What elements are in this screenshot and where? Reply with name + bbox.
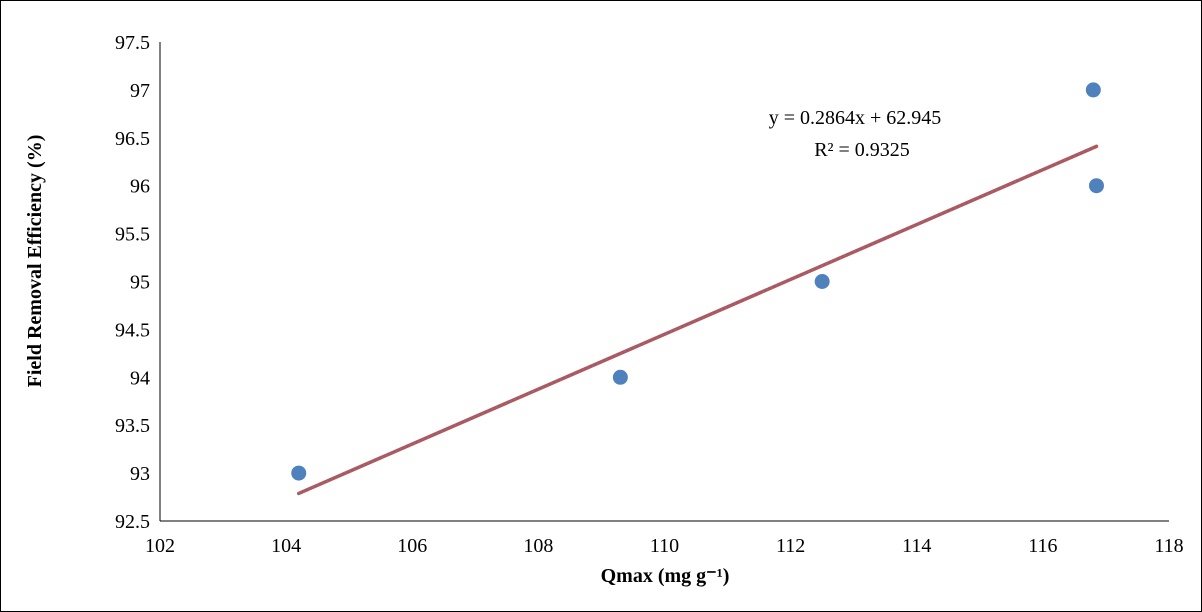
x-tick-label: 118 xyxy=(1154,535,1183,557)
y-tick-label: 97 xyxy=(130,80,150,102)
trendline-solid xyxy=(296,144,1099,496)
data-point xyxy=(612,369,628,385)
trendline-r2: R² = 0.9325 xyxy=(814,139,910,161)
y-tick-label: 96.5 xyxy=(115,128,150,150)
y-tick-label: 95 xyxy=(130,272,150,294)
y-tick-label: 94.5 xyxy=(115,319,150,341)
x-tick-label: 104 xyxy=(271,535,301,557)
y-axis-title: Field Removal Efficiency (%) xyxy=(24,135,46,388)
data-points xyxy=(291,82,1104,481)
trendline-equation: y = 0.2864x + 62.945 xyxy=(769,107,942,129)
y-tick-label: 94 xyxy=(130,367,150,389)
data-point xyxy=(291,465,307,481)
y-tick-labels: 92.5 93 93.5 94 94.5 95 95.5 96 96.5 97 97.5 xyxy=(115,32,150,533)
x-axis-title: Qmax (mg g⁻¹) xyxy=(601,565,730,587)
x-tick-label: 106 xyxy=(397,535,427,557)
x-tick-label: 110 xyxy=(650,535,679,557)
y-tick-label: 95.5 xyxy=(115,224,150,246)
x-tick-labels: 102 104 106 108 110 112 114 116 118 xyxy=(145,535,1184,557)
data-point xyxy=(814,274,830,289)
y-tick-label: 97.5 xyxy=(115,32,150,54)
axes xyxy=(159,42,1169,522)
trendline xyxy=(296,144,1099,496)
y-tick-label: 96 xyxy=(130,176,150,198)
data-point xyxy=(1088,178,1104,194)
x-tick-label: 114 xyxy=(902,535,931,557)
x-tick-label: 112 xyxy=(776,535,805,557)
y-tick-label: 93 xyxy=(130,463,150,485)
data-point xyxy=(1085,82,1101,98)
x-tick-label: 102 xyxy=(145,535,175,557)
y-tick-label: 92.5 xyxy=(115,511,150,533)
x-tick-label: 108 xyxy=(523,535,553,557)
y-tick-label: 93.5 xyxy=(115,415,150,437)
x-tick-label: 116 xyxy=(1028,535,1057,557)
